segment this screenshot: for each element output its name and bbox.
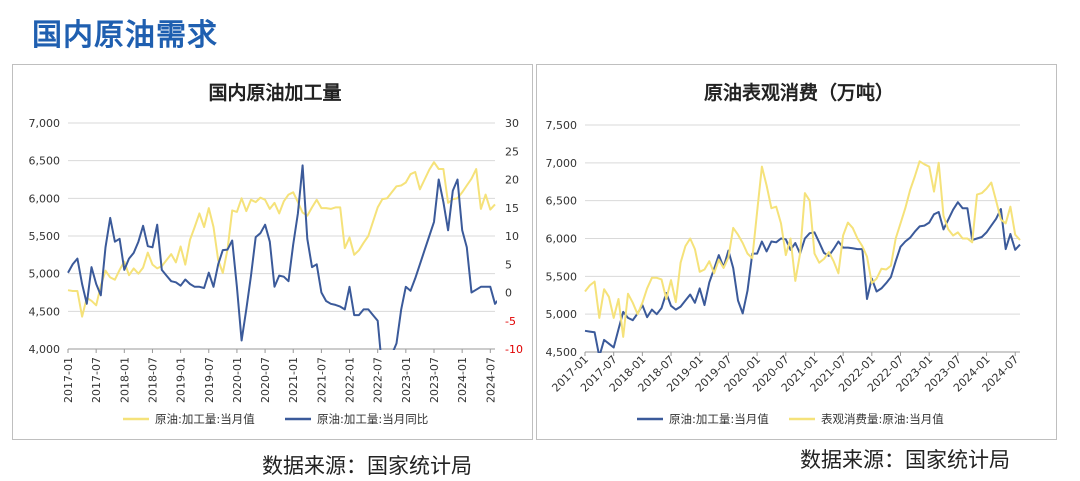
x-tick-label: 2022-07 [372, 357, 385, 403]
y-tick-label: 7,000 [546, 157, 578, 170]
chart-title: 原油表观消费（万吨） [704, 81, 894, 104]
y-tick-label: 7,500 [546, 119, 578, 132]
y2-tick-label: 20 [505, 174, 519, 187]
y-tick-label: 5,000 [546, 308, 578, 321]
legend-label: 表观消费量:原油:当月值 [821, 412, 944, 426]
x-tick-label: 2017-01 [62, 357, 75, 403]
legend-label: 原油:加工量:当月值 [669, 412, 769, 426]
y-tick-label: 7,000 [29, 117, 61, 130]
y-tick-label: 4,500 [546, 346, 578, 359]
legend-label: 原油:加工量:当月同比 [317, 412, 428, 426]
series-line-0 [584, 201, 1021, 353]
y2-tick-label: 10 [505, 230, 519, 243]
y-tick-label: 6,000 [546, 233, 578, 246]
chart-panel-crude-processing: 国内原油加工量 4,000 4,500 5,000 5,500 6,000 6,500 7,… [12, 64, 533, 440]
y2-tick-label: 5 [505, 258, 512, 271]
y-tick-label: 5,500 [546, 270, 578, 283]
chart-apparent-consumption: 原油表观消费（万吨） 4,500 5,000 5,500 6,000 6,500 7,00… [546, 81, 1022, 426]
x-tick-label: 2020-01 [231, 357, 244, 403]
series-line-0 [67, 161, 496, 318]
x-tick-label: 2023-01 [400, 357, 413, 403]
x-tick-label: 2017-07 [90, 357, 103, 403]
y-tick-label: 4,500 [29, 305, 61, 318]
y-tick-label: 6,500 [546, 195, 578, 208]
page-title: 国内原油需求 [32, 18, 218, 53]
y2-tick-label: -10 [505, 343, 523, 356]
x-tick-label: 2024-01 [456, 357, 469, 403]
chart-title: 国内原油加工量 [208, 81, 341, 104]
y2-tick-label: 15 [505, 202, 519, 215]
source-note: 数据来源：国家统计局 [262, 454, 472, 478]
y2-tick-label: 25 [505, 145, 519, 158]
y-tick-label: 6,000 [29, 192, 61, 205]
y-tick-label: 6,500 [29, 155, 61, 168]
x-tick-label: 2019-01 [175, 357, 188, 403]
series-line-1 [67, 164, 497, 350]
y2-tick-label: 30 [505, 117, 519, 130]
y2-tick-label: 0 [505, 287, 512, 300]
x-tick-label: 2022-01 [344, 357, 357, 403]
y-tick-label: 4,000 [29, 343, 61, 356]
x-tick-label: 2021-07 [315, 357, 328, 403]
x-tick-label: 2023-07 [428, 357, 441, 403]
x-tick-label: 2021-01 [287, 357, 300, 403]
chart-panel-apparent-consumption: 原油表观消费（万吨） 4,500 5,000 5,500 6,000 6,500 7,00… [536, 64, 1057, 440]
chart-crude-processing: 国内原油加工量 4,000 4,500 5,000 5,500 6,000 6,500 7,… [29, 81, 523, 426]
y-tick-label: 5,500 [29, 230, 61, 243]
x-tick-label: 2019-07 [203, 357, 216, 403]
x-tick-label: 2020-07 [259, 357, 272, 403]
x-tick-label: 2018-01 [118, 357, 131, 403]
y-tick-label: 5,000 [29, 268, 61, 281]
source-note: 数据来源：国家统计局 [800, 448, 1010, 472]
series-line-1 [584, 160, 1021, 338]
legend-label: 原油:加工量:当月值 [155, 412, 255, 426]
x-tick-label: 2018-07 [146, 357, 159, 403]
x-tick-label: 2024-07 [484, 357, 497, 403]
y2-tick-label: -5 [505, 315, 516, 328]
